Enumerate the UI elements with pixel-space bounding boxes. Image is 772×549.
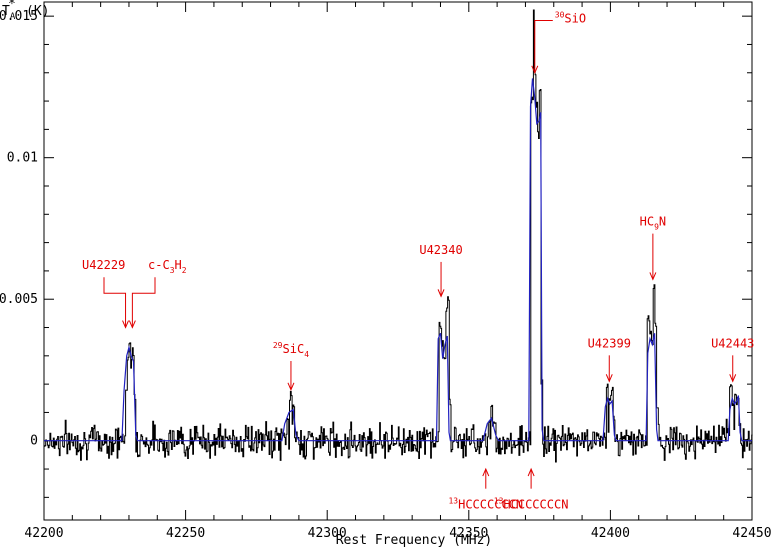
y-axis-label-sub: A bbox=[10, 12, 16, 22]
annotation-hcn-label: HC9N bbox=[640, 215, 667, 232]
axis-ticks bbox=[43, 2, 753, 520]
annotation-u42399-arrow bbox=[605, 374, 613, 383]
annotations: U42229 c-C3H2 29SiC4 U42340 30SiO U42399 HC9N U… bbox=[82, 10, 754, 511]
annotation-sio-leader bbox=[534, 19, 553, 73]
x-tick-label: 42300 bbox=[308, 526, 347, 541]
annotation-sic-arrow bbox=[287, 382, 295, 392]
annotation-u42340-arrow bbox=[437, 289, 445, 298]
annotation-u42443-arrow bbox=[729, 374, 737, 383]
observed-spectrum-series bbox=[44, 9, 753, 463]
annotation-hcccccccn-arrow bbox=[527, 467, 535, 477]
annotation-c-ch-label: c-C3H2 bbox=[148, 258, 187, 275]
annotation-hcccccccn-arrow bbox=[482, 467, 490, 477]
annotation-hcccccccn-label: 13HCCCCCCCN bbox=[448, 497, 523, 512]
annotation-u42229-arrow bbox=[122, 320, 130, 329]
tick-labels: 42200 42250 42300 42350 42400 42450 0 0.005 0.01… bbox=[0, 9, 772, 541]
annotation-u42229-label: U42229 bbox=[82, 258, 125, 272]
annotation-c-ch-arrow bbox=[128, 320, 136, 329]
x-tick-label: 42450 bbox=[732, 526, 771, 541]
annotation-u42443-label: U42443 bbox=[711, 336, 754, 350]
y-axis-label-star: * bbox=[8, 0, 16, 12]
x-tick-label: 42250 bbox=[166, 526, 205, 541]
annotation-sic-label: 29SiC4 bbox=[273, 341, 309, 359]
y-axis-label: TA * (K) bbox=[2, 0, 49, 22]
y-tick-label: 0.005 bbox=[0, 292, 38, 307]
x-tick-label: 42200 bbox=[24, 526, 63, 541]
plot-frame bbox=[43, 1, 753, 521]
annotation-hcccccccn-label: 13HCCCCCCCN bbox=[494, 497, 569, 512]
annotation-sio-arrow bbox=[531, 65, 539, 75]
plot-border bbox=[43, 1, 753, 521]
y-axis-label-main: T bbox=[2, 4, 10, 19]
x-tick-label: 42400 bbox=[591, 526, 630, 541]
annotation-hcn-arrow bbox=[649, 272, 657, 281]
y-tick-label: 0.015 bbox=[0, 9, 38, 24]
model-fit-series bbox=[44, 78, 752, 442]
annotation-c-ch-leader bbox=[131, 277, 156, 328]
x-axis-label: Rest Frequency (MHz) bbox=[336, 533, 493, 548]
y-axis-label-unit: (K) bbox=[26, 4, 49, 19]
x-tick-label: 42350 bbox=[449, 526, 488, 541]
y-tick-label: 0.01 bbox=[7, 151, 38, 166]
annotation-sio-label: 30SiO bbox=[555, 10, 586, 25]
annotation-u42229-leader bbox=[103, 277, 127, 328]
svg-text:TA: TA bbox=[2, 4, 16, 22]
annotation-u42399-label: U42399 bbox=[588, 336, 631, 350]
annotation-u42340-label: U42340 bbox=[419, 243, 462, 257]
y-tick-label: 0 bbox=[30, 434, 38, 449]
series-group bbox=[44, 9, 753, 463]
